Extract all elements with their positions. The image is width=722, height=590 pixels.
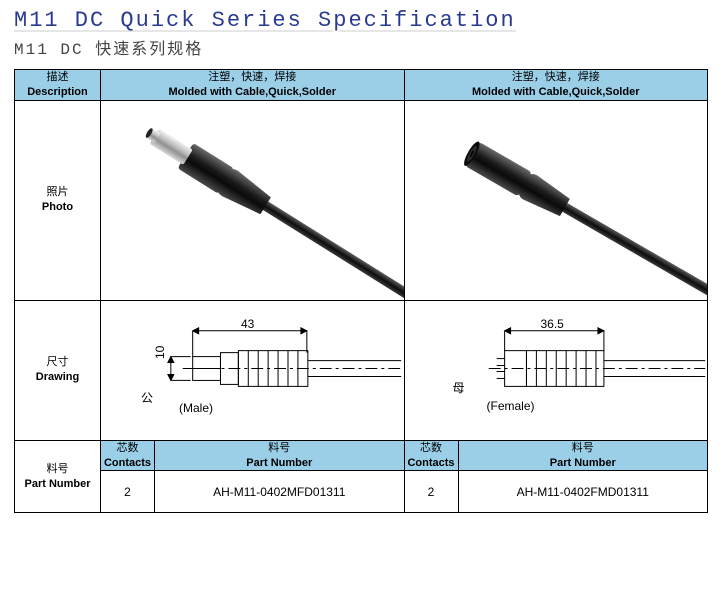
row-photo-label: 照片 Photo — [15, 100, 101, 300]
header-col-male: 注塑，快速，焊接 Molded with Cable,Quick,Solder — [101, 70, 405, 101]
sub-contacts-male: 芯数 Contacts — [101, 440, 155, 471]
photo-female — [404, 100, 708, 300]
drawing-male-en: (Male) — [179, 401, 213, 415]
dim-male-height: 10 — [153, 345, 167, 358]
header-col-female-cn: 注塑，快速，焊接 — [405, 70, 708, 85]
row-drawing-cn: 尺寸 — [15, 355, 100, 370]
header-col-male-cn: 注塑，快速，焊接 — [101, 70, 404, 85]
sub-contacts-female-cn: 芯数 — [405, 441, 458, 456]
page: M11 DC Quick Series Specification M11 DC… — [0, 0, 722, 527]
row-drawing-label: 尺寸 Drawing — [15, 300, 101, 440]
drawing-male-cn: 公 — [141, 391, 153, 405]
sub-pn-male-en: Part Number — [155, 456, 404, 471]
row-photo-cn: 照片 — [15, 185, 100, 200]
dim-male-length: 43 — [241, 317, 254, 331]
sub-contacts-male-en: Contacts — [101, 456, 154, 471]
header-description: 描述 Description — [15, 70, 101, 101]
drawing-female-en: (Female) — [487, 399, 535, 413]
sub-pn-male-cn: 料号 — [155, 441, 404, 456]
sub-contacts-male-cn: 芯数 — [101, 441, 154, 456]
header-description-en: Description — [15, 85, 100, 100]
header-description-cn: 描述 — [15, 70, 100, 85]
sub-contacts-female-en: Contacts — [405, 456, 458, 471]
title-en: M11 DC Quick Series Specification — [14, 8, 708, 33]
photo-female-svg — [405, 101, 708, 300]
drawing-male-label: 公 — [141, 389, 157, 406]
spec-table: 描述 Description 注塑，快速，焊接 Molded with Cabl… — [14, 69, 708, 513]
header-col-male-en: Molded with Cable,Quick,Solder — [101, 85, 404, 100]
row-part-en: Part Number — [15, 477, 100, 492]
pn-male: AH-M11-0402MFD01311 — [155, 471, 405, 513]
photo-male-svg — [101, 101, 404, 300]
drawing-male: 43 10 公 (Male) — [101, 300, 405, 440]
sub-pn-female-cn: 料号 — [459, 441, 708, 456]
contacts-female: 2 — [404, 471, 458, 513]
drawing-female-cn: 母 — [453, 381, 465, 395]
drawing-female: 36.5 母 (Female) — [404, 300, 708, 440]
sub-pn-female-en: Part Number — [459, 456, 708, 471]
row-drawing-en: Drawing — [15, 370, 100, 385]
sub-pn-female: 料号 Part Number — [458, 440, 708, 471]
sub-contacts-female: 芯数 Contacts — [404, 440, 458, 471]
drawing-female-label: 母 — [453, 379, 469, 396]
photo-male — [101, 100, 405, 300]
header-col-female: 注塑，快速，焊接 Molded with Cable,Quick,Solder — [404, 70, 708, 101]
row-photo-en: Photo — [15, 200, 100, 215]
sub-pn-male: 料号 Part Number — [155, 440, 405, 471]
row-part-label: 料号 Part Number — [15, 440, 101, 513]
pn-female: AH-M11-0402FMD01311 — [458, 471, 708, 513]
title-cn: M11 DC 快速系列规格 — [14, 35, 708, 59]
header-col-female-en: Molded with Cable,Quick,Solder — [405, 85, 708, 100]
contacts-male: 2 — [101, 471, 155, 513]
row-part-cn: 料号 — [15, 462, 100, 477]
dim-female-length: 36.5 — [541, 317, 564, 331]
